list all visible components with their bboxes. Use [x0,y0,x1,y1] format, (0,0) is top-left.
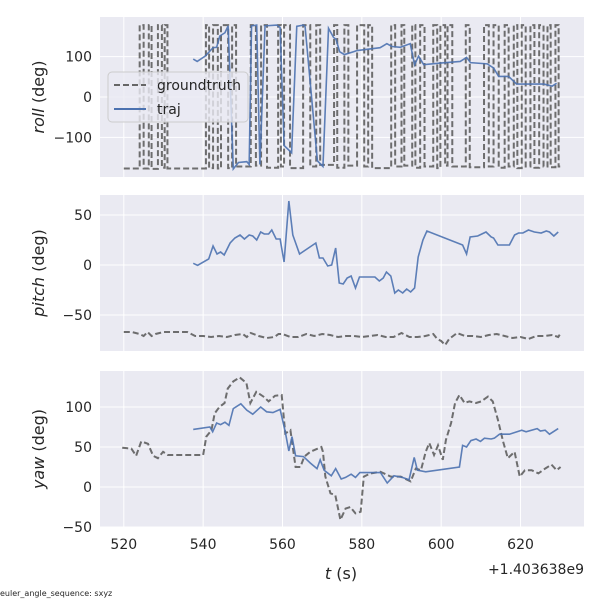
legend: groundtruth traj [107,71,249,123]
x-offset-label: +1.403638e9 [488,562,584,578]
x-tick-label: 540 [190,537,217,553]
series-traj [192,200,559,295]
y-axis-label-var: pitch [29,277,48,318]
series-groundtruth [122,376,562,523]
y-axis-label-unit: (deg) [29,229,48,277]
y-axis-label-var: roll [29,108,48,134]
y-tick-label: 50 [74,208,92,224]
y-axis-label-unit: (deg) [29,61,48,109]
y-axis-label: pitch (deg) [29,229,48,318]
y-tick-label: 0 [83,480,92,496]
y-tick-label: 50 [74,440,92,456]
x-tick-label: 600 [428,537,455,553]
y-axis-label-var: yaw [29,456,48,490]
y-tick-label: −100 [54,130,92,146]
x-tick-label: 580 [348,537,375,553]
y-tick-label: 0 [83,258,92,274]
series-traj [193,402,559,485]
x-axis-label: t (s) [325,564,357,583]
y-tick-label: −50 [62,308,92,324]
x-tick-label: 620 [507,537,534,553]
panel-pitch: −50 0 50 pitch (deg) [29,195,584,351]
legend-label-traj: traj [157,102,181,118]
x-axis-label-var: t [325,564,332,583]
y-axis-label: yaw (deg) [29,409,48,490]
panel-roll: −100 0 100 roll (deg) groundtruth traj [29,17,584,177]
x-tick-label: 520 [110,537,137,553]
panel-yaw: −50 0 50 100 yaw (deg) 520 540 560 580 600 620 t (s… [29,371,584,583]
y-tick-label: −50 [62,520,92,536]
series-groundtruth [123,330,562,347]
legend-label-groundtruth: groundtruth [157,78,241,94]
y-axis-label-unit: (deg) [29,409,48,457]
plot-background [100,371,584,527]
plot-background [100,195,584,351]
series-traj [192,24,558,172]
y-tick-label: 100 [65,400,92,416]
x-tick-label: 560 [269,537,296,553]
y-axis-label: roll (deg) [29,61,48,134]
x-axis-label-unit: (s) [331,564,357,583]
euler-sequence-note: euler_angle_sequence: sxyz [0,589,113,598]
y-tick-label: 0 [83,90,92,106]
y-tick-label: 100 [65,50,92,66]
